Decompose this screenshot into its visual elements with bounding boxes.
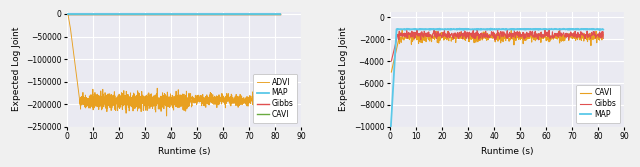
MAP [387, 126, 395, 128]
MAP [600, 29, 607, 31]
Gibbs [534, 39, 542, 41]
Gibbs [387, 60, 395, 62]
ADVI [229, 98, 237, 100]
X-axis label: Runtime (s): Runtime (s) [158, 147, 211, 156]
Legend: ADVI, MAP, Gibbs, CAVI: ADVI, MAP, Gibbs, CAVI [253, 74, 298, 123]
ADVI [70, 53, 77, 55]
Gibbs [520, 36, 527, 38]
ADVI [176, 100, 184, 102]
Gibbs [487, 34, 495, 36]
CAVI [552, 34, 560, 36]
CAVI [387, 71, 395, 73]
Line: MAP: MAP [391, 29, 604, 127]
MAP [540, 28, 548, 30]
ADVI [163, 115, 170, 117]
Line: CAVI: CAVI [391, 29, 604, 72]
ADVI [221, 101, 228, 103]
Legend: CAVI, Gibbs, MAP: CAVI, Gibbs, MAP [576, 85, 620, 123]
MAP [442, 28, 450, 30]
MAP [508, 28, 516, 30]
Gibbs [552, 35, 559, 37]
Gibbs [541, 28, 548, 30]
Line: Gibbs: Gibbs [391, 29, 604, 61]
MAP [445, 28, 453, 30]
CAVI [488, 33, 496, 35]
CAVI [600, 34, 607, 36]
CAVI [438, 32, 445, 34]
CAVI [535, 35, 543, 37]
Y-axis label: Expected Log Joint: Expected Log Joint [12, 27, 20, 112]
CAVI [532, 33, 540, 35]
CAVI [520, 38, 528, 40]
MAP [399, 28, 407, 30]
Gibbs [531, 30, 539, 32]
Y-axis label: Expected Log Joint: Expected Log Joint [339, 27, 348, 112]
ADVI [276, 100, 284, 102]
Gibbs [436, 32, 444, 34]
Gibbs [600, 37, 607, 39]
ADVI [64, 13, 72, 15]
MAP [487, 28, 495, 30]
ADVI [211, 97, 218, 99]
CAVI [398, 28, 406, 30]
Line: ADVI: ADVI [68, 14, 280, 116]
ADVI [234, 102, 242, 104]
X-axis label: Runtime (s): Runtime (s) [481, 147, 533, 156]
MAP [390, 78, 397, 80]
